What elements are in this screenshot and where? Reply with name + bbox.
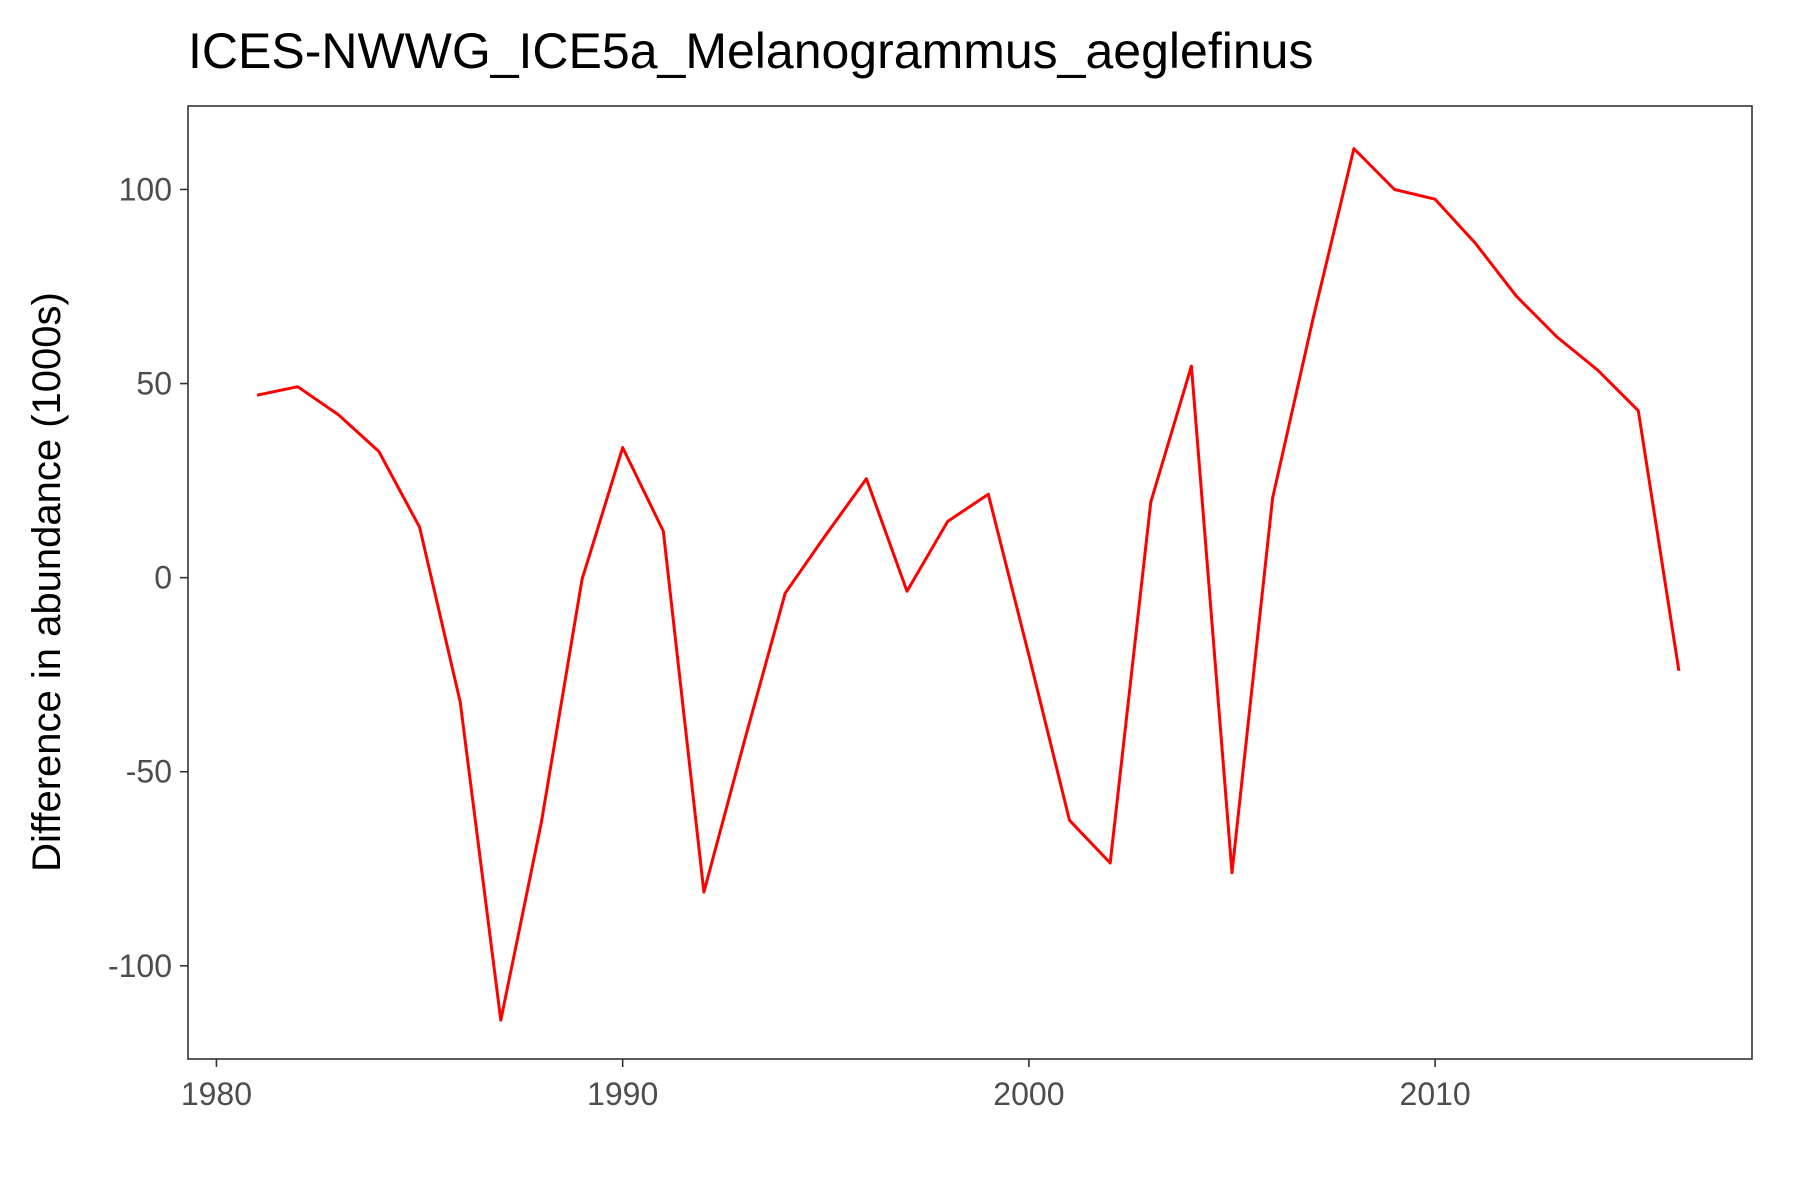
y-tick-label: 100 xyxy=(119,171,172,207)
y-axis: -100 -50 0 50 100 xyxy=(108,171,188,984)
plot-panel xyxy=(187,105,1753,1060)
chart-title: ICES-NWWG_ICE5a_Melanogrammus_aeglefinus xyxy=(188,23,1314,79)
y-tick-label: -100 xyxy=(108,948,172,984)
x-tick-label: 2000 xyxy=(993,1076,1064,1112)
series-layer xyxy=(256,147,1681,1022)
series-line xyxy=(256,147,1681,1022)
x-tick-label: 1980 xyxy=(181,1076,252,1112)
x-tick-label: 2010 xyxy=(1400,1076,1471,1112)
x-axis: 1980 1990 2000 2010 xyxy=(181,1059,1471,1112)
x-tick-label: 1990 xyxy=(587,1076,658,1112)
y-tick-label: 50 xyxy=(136,366,172,402)
y-tick-label: 0 xyxy=(154,560,172,596)
y-tick-label: -50 xyxy=(126,754,172,790)
y-axis-title: Difference in abundance (1000s) xyxy=(25,292,69,872)
